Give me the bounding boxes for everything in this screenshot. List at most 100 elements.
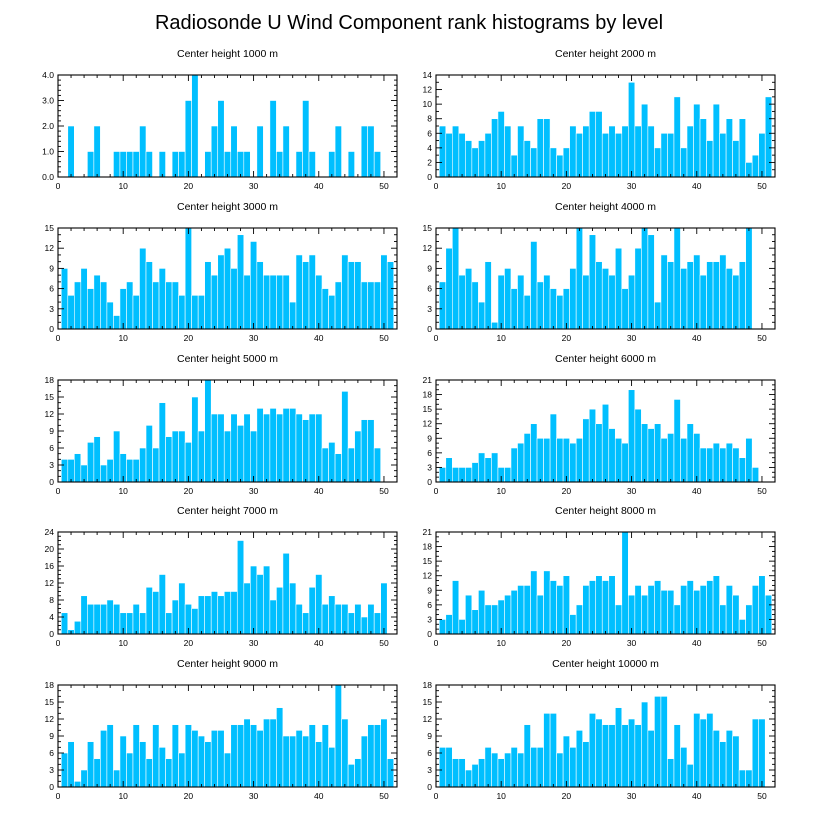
panel-title: Center height 6000 m bbox=[555, 353, 656, 365]
histogram-bar bbox=[236, 425, 245, 483]
histogram-bar bbox=[204, 595, 212, 635]
y-tick-label: 4 bbox=[49, 612, 54, 622]
histogram-bar bbox=[510, 589, 518, 635]
histogram-bar bbox=[595, 718, 603, 788]
histogram-bar bbox=[106, 301, 114, 330]
histogram-bar bbox=[738, 118, 746, 178]
histogram-bar bbox=[699, 718, 707, 788]
histogram-bar bbox=[608, 274, 616, 330]
x-tick-label: 30 bbox=[249, 486, 259, 496]
histogram-bar bbox=[367, 603, 375, 635]
histogram-bar bbox=[171, 430, 179, 483]
histogram-bar bbox=[608, 428, 616, 483]
x-tick-label: 30 bbox=[627, 791, 637, 801]
histogram-bar bbox=[530, 423, 538, 483]
histogram-bar bbox=[139, 247, 147, 330]
histogram-bar bbox=[334, 453, 342, 483]
histogram-bar bbox=[158, 574, 166, 635]
histogram-bar bbox=[712, 442, 720, 483]
histogram-bar bbox=[536, 437, 544, 483]
histogram-bar bbox=[152, 281, 160, 330]
histogram-bar bbox=[582, 418, 590, 483]
histogram-bar bbox=[680, 585, 688, 635]
histogram-bar bbox=[87, 603, 95, 635]
histogram-bar bbox=[654, 696, 662, 788]
histogram-bar bbox=[113, 430, 121, 483]
histogram-bar bbox=[243, 274, 251, 330]
histogram-bar bbox=[751, 154, 760, 178]
histogram-bar bbox=[178, 430, 186, 483]
histogram-bar bbox=[158, 151, 166, 178]
histogram-bar bbox=[517, 125, 525, 178]
y-tick-label: 4 bbox=[427, 143, 432, 153]
histogram-bar bbox=[725, 730, 733, 788]
histogram-bar bbox=[93, 125, 101, 178]
panel-title: Center height 4000 m bbox=[555, 201, 656, 213]
y-tick-label: 3 bbox=[427, 462, 432, 472]
histogram-bar bbox=[295, 413, 303, 483]
histogram-bar bbox=[106, 724, 114, 788]
histogram-panel: Center height 4000 m 0 10 20 30 40 50 0 3 6 9 12 15 bbox=[423, 201, 776, 343]
histogram-bar bbox=[673, 96, 681, 178]
histogram-bar bbox=[191, 730, 199, 788]
histogram-bar bbox=[282, 274, 290, 330]
histogram-bar bbox=[654, 423, 662, 483]
histogram-bar bbox=[321, 603, 329, 635]
histogram-bar bbox=[725, 442, 733, 483]
histogram-bar bbox=[647, 234, 655, 330]
y-tick-label: 2.0 bbox=[42, 121, 54, 131]
histogram-bar bbox=[152, 591, 160, 635]
histogram-bar bbox=[126, 281, 134, 330]
histogram-bar bbox=[634, 125, 642, 178]
histogram-bar bbox=[250, 565, 258, 635]
histogram-bar bbox=[641, 227, 649, 330]
histogram-bar bbox=[680, 747, 688, 788]
histogram-bar bbox=[341, 603, 349, 635]
histogram-bar bbox=[210, 730, 219, 788]
histogram-bar bbox=[628, 718, 636, 788]
histogram-bar bbox=[549, 413, 557, 483]
histogram-bar bbox=[132, 295, 140, 330]
histogram-bar bbox=[145, 261, 153, 330]
histogram-bar bbox=[158, 268, 166, 330]
y-tick-label: 9 bbox=[49, 731, 54, 741]
histogram-bar bbox=[204, 261, 212, 330]
histogram-bar bbox=[445, 747, 453, 788]
histogram-bar bbox=[725, 118, 733, 178]
histogram-bar bbox=[132, 724, 140, 788]
histogram-bar bbox=[223, 247, 232, 330]
histogram-bar bbox=[445, 132, 453, 178]
y-tick-label: 6 bbox=[49, 443, 54, 453]
histogram-bar bbox=[236, 724, 245, 788]
histogram-bar bbox=[171, 599, 179, 635]
histogram-panel: Center height 3000 m 0 10 20 30 40 50 0 3 6 9 12 15 bbox=[45, 201, 398, 343]
histogram-bar bbox=[530, 747, 538, 788]
histogram-bar bbox=[588, 408, 597, 483]
histogram-bar bbox=[145, 151, 153, 178]
histogram-bar bbox=[530, 241, 538, 330]
histogram-bar bbox=[451, 125, 460, 178]
histogram-bar bbox=[295, 254, 303, 330]
histogram-bar bbox=[223, 151, 232, 178]
histogram-panel: Center height 1000 m 0 10 20 30 40 50 0.0 1.0 2.0… bbox=[42, 48, 398, 191]
x-tick-label: 50 bbox=[379, 181, 389, 191]
histogram-bar bbox=[530, 147, 538, 178]
histogram-bar bbox=[588, 713, 597, 788]
histogram-bar bbox=[139, 612, 147, 635]
histogram-bar bbox=[126, 612, 134, 635]
x-tick-label: 10 bbox=[496, 638, 506, 648]
histogram-bar bbox=[556, 752, 564, 788]
histogram-bar bbox=[641, 594, 649, 635]
y-tick-label: 6 bbox=[427, 600, 432, 610]
histogram-bar bbox=[517, 274, 525, 330]
histogram-bar bbox=[360, 281, 368, 330]
histogram-bar bbox=[706, 447, 714, 483]
histogram-bar bbox=[165, 758, 173, 788]
histogram-bar bbox=[250, 241, 258, 330]
y-tick-label: 2 bbox=[427, 157, 432, 167]
histogram-bar bbox=[465, 769, 473, 788]
histogram-bar bbox=[217, 730, 225, 788]
x-tick-label: 20 bbox=[562, 181, 572, 191]
histogram-bar bbox=[204, 741, 212, 788]
histogram-bar bbox=[751, 718, 760, 788]
